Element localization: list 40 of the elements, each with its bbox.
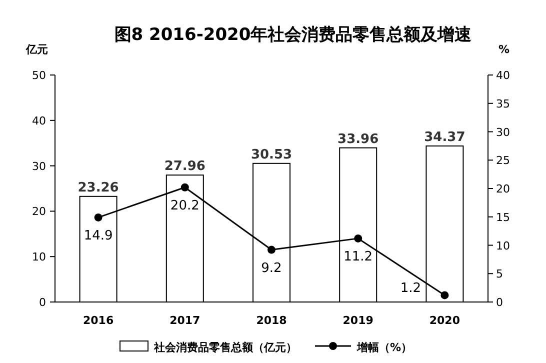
point xyxy=(94,213,102,222)
y2-tick-label: 35 xyxy=(496,97,510,110)
y-tick-label: 50 xyxy=(32,69,46,82)
y-tick-label: 0 xyxy=(39,296,46,309)
point xyxy=(440,291,449,300)
y2-tick-label: 30 xyxy=(496,126,510,139)
x-tick-label: 2016 xyxy=(82,314,114,327)
y2-axis-title: % xyxy=(498,43,510,56)
y-axis-title: 亿元 xyxy=(25,43,48,56)
y2-tick-label: 0 xyxy=(496,296,503,309)
y-tick-label: 30 xyxy=(32,160,46,173)
x-tick-label: 2017 xyxy=(170,314,200,327)
y2-tick-label: 25 xyxy=(496,154,510,168)
data-label: 11.2 xyxy=(344,249,373,264)
legend-label: 社会消费品零售总额（亿元） xyxy=(153,341,297,354)
y2-tick-label: 20 xyxy=(496,182,510,196)
y-tick-label: 20 xyxy=(32,205,46,218)
data-label: 1.2 xyxy=(400,281,422,296)
y2-tick-label: 40 xyxy=(496,69,510,82)
data-label: 27.96 xyxy=(164,159,206,174)
y-tick-label: 10 xyxy=(32,250,46,264)
chart-title: 图8 2016-2020年社会消费品零售总额及增速 xyxy=(114,25,472,45)
legend-label: 增幅（%） xyxy=(356,341,412,354)
y2-tick-label: 5 xyxy=(496,268,503,281)
point xyxy=(268,246,276,254)
data-label: 20.2 xyxy=(170,198,200,214)
x-tick-label: 2020 xyxy=(429,314,460,327)
y2-tick-label: 10 xyxy=(496,239,510,252)
data-label: 30.53 xyxy=(250,147,292,162)
y2-tick-label: 15 xyxy=(496,210,510,224)
x-tick-label: 2019 xyxy=(342,314,374,327)
point xyxy=(180,183,189,192)
data-label: 23.26 xyxy=(78,180,119,196)
data-label: 9.2 xyxy=(261,260,282,276)
point xyxy=(354,234,362,242)
data-label: 34.37 xyxy=(424,130,466,145)
data-label: 33.96 xyxy=(338,132,379,147)
data-label: 14.9 xyxy=(84,228,113,244)
y-tick-label: 40 xyxy=(32,114,46,128)
x-tick-label: 2018 xyxy=(256,314,287,327)
